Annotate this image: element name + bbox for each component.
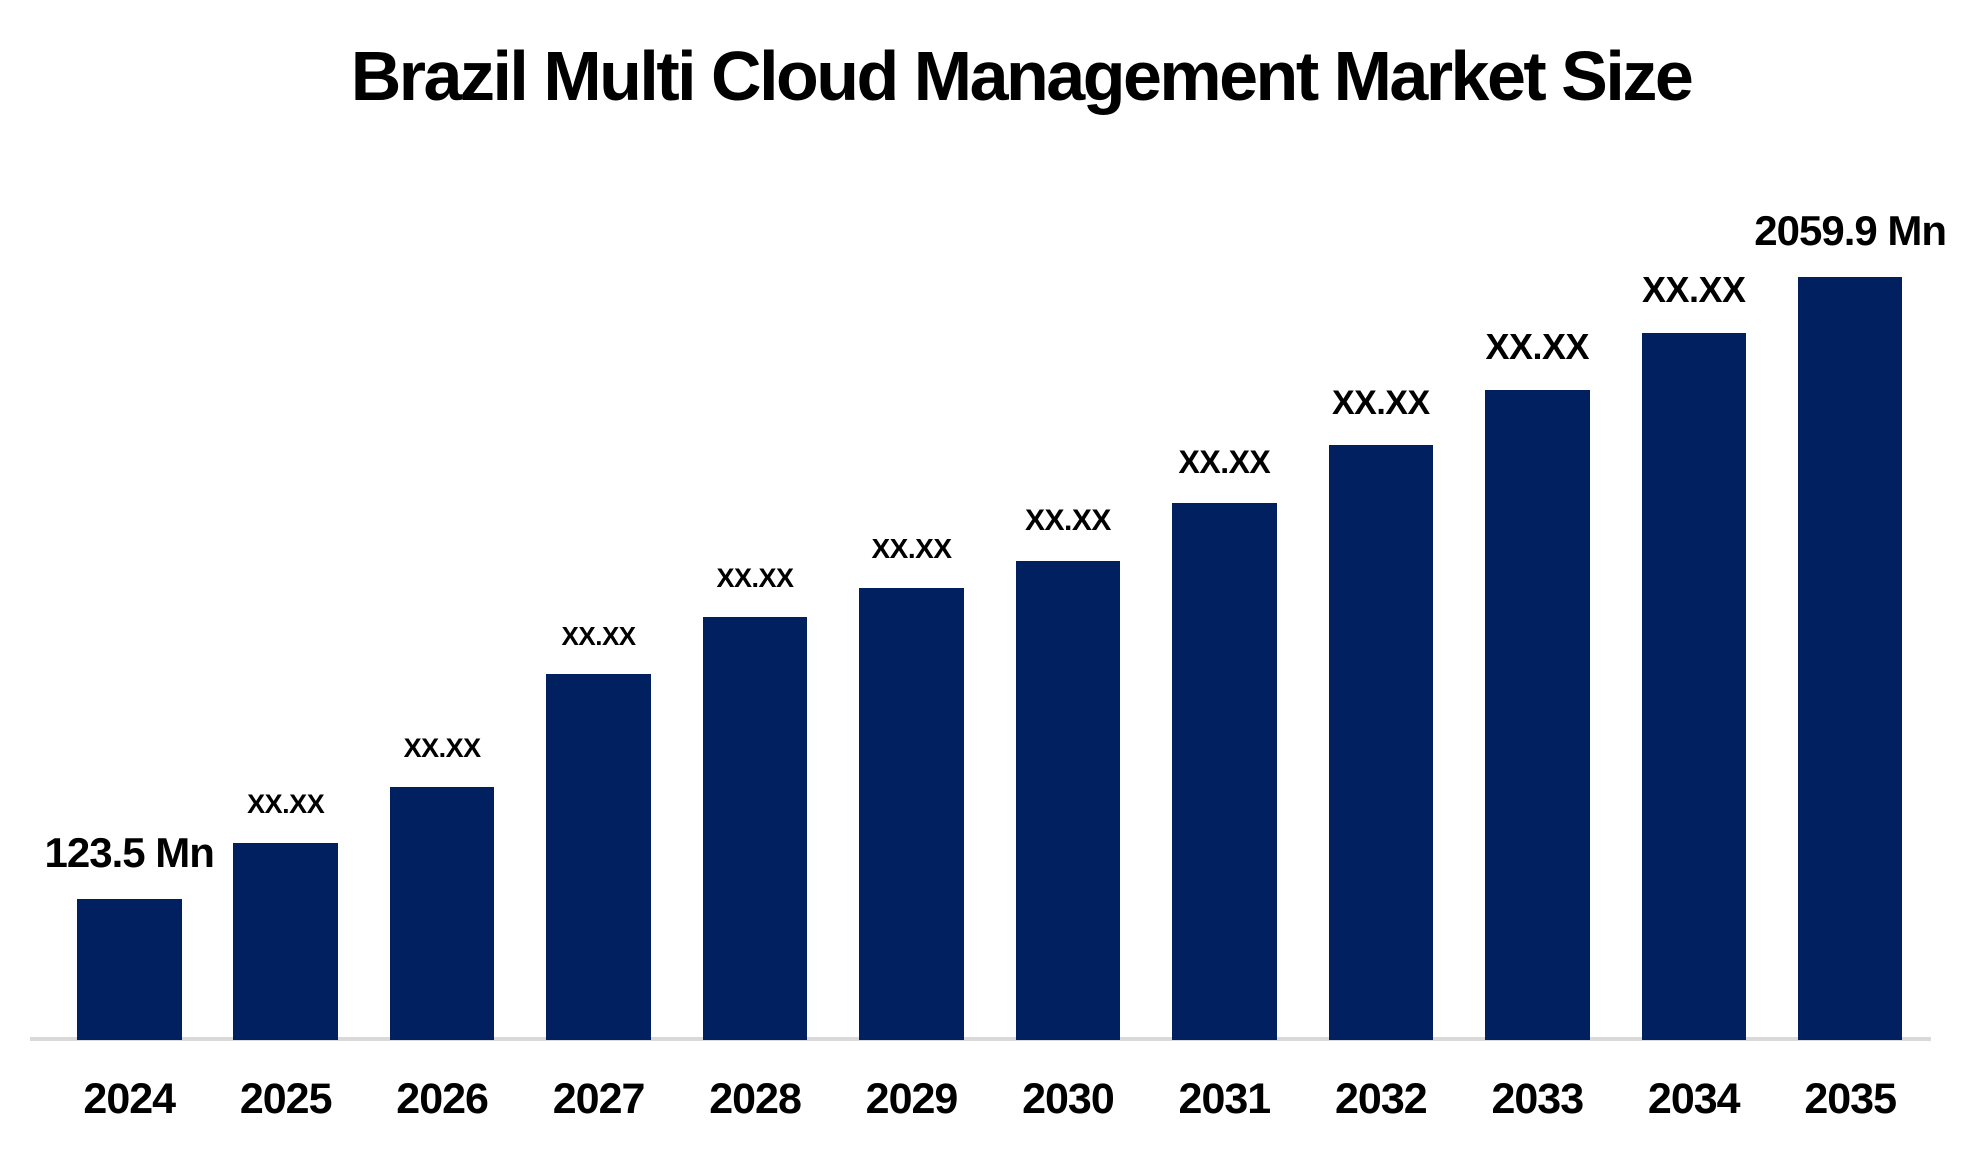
chart-title: Brazil Multi Cloud Management Market Siz… [350,37,1694,115]
x-tick-2035: 2035 [1804,1075,1897,1123]
x-tick-2026: 2026 [396,1075,489,1123]
value-label-2025: XX.XX [247,789,325,819]
value-label-2028: XX.XX [716,563,795,593]
x-tick-2030: 2030 [1022,1075,1115,1123]
bar-2029 [859,588,964,1040]
bar-2031 [1172,503,1277,1040]
value-label-2031: XX.XX [1178,444,1271,480]
value-label-2030: XX.XX [1025,504,1111,537]
bar-2025 [233,843,338,1040]
x-tick-2032: 2032 [1335,1075,1428,1123]
bar-2024 [77,899,182,1040]
value-label-2035: 2059.9 Mn [1754,207,1947,254]
bar-2030 [1015,561,1121,1040]
x-tick-2031: 2031 [1178,1075,1272,1123]
bar-2035 [1797,277,1903,1040]
x-tick-2033: 2033 [1491,1075,1584,1123]
x-tick-2029: 2029 [865,1075,959,1123]
bar-2033 [1485,390,1590,1040]
bar-2027 [546,674,651,1040]
bar-2032 [1328,445,1434,1040]
value-label-2029: XX.XX [871,533,952,564]
x-tick-2027: 2027 [552,1075,646,1123]
value-label-2024: 123.5 Mn [44,829,215,876]
x-tick-2025: 2025 [239,1075,333,1123]
value-label-2032: XX.XX [1332,384,1430,422]
x-tick-2034: 2034 [1647,1075,1741,1123]
x-axis-line [30,1037,1931,1041]
value-label-2033: XX.XX [1485,326,1590,367]
bar-2026 [389,787,495,1040]
x-tick-2024: 2024 [83,1075,176,1123]
bar-2028 [702,617,808,1040]
value-label-2034: XX.XX [1641,269,1746,310]
x-tick-2028: 2028 [709,1075,802,1123]
value-label-2027: XX.XX [561,621,637,651]
value-label-2026: XX.XX [403,733,482,763]
bar-2034 [1641,333,1746,1040]
